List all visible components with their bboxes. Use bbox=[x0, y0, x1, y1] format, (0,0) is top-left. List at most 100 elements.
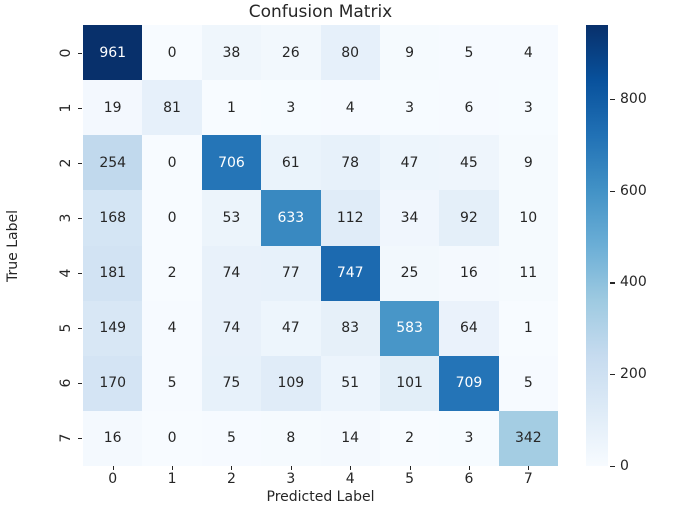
y-tick-mark bbox=[78, 217, 82, 219]
heatmap-cell: 706 bbox=[201, 135, 262, 191]
heatmap-cell: 3 bbox=[498, 80, 558, 136]
heatmap-cell: 0 bbox=[142, 410, 202, 466]
x-tick-label: 4 bbox=[345, 471, 355, 487]
colorbar-tick-label: 400 bbox=[620, 274, 647, 291]
heatmap-cell: 747 bbox=[320, 245, 380, 301]
heatmap-cell: 16 bbox=[83, 410, 143, 466]
heatmap-cell: 4 bbox=[320, 80, 380, 136]
y-tick-label: 1 bbox=[58, 103, 74, 113]
heatmap-cell: 78 bbox=[320, 135, 380, 191]
y-tick-label: 7 bbox=[58, 433, 74, 443]
x-tick-mark bbox=[409, 466, 411, 470]
heatmap-cell: 26 bbox=[261, 25, 321, 81]
heatmap-cell: 0 bbox=[142, 135, 202, 191]
colorbar bbox=[586, 25, 608, 466]
heatmap-cell: 74 bbox=[201, 300, 262, 356]
heatmap-cell: 5 bbox=[201, 410, 262, 466]
heatmap-cell: 83 bbox=[320, 300, 380, 356]
heatmap-cell: 51 bbox=[320, 355, 380, 411]
heatmap-cell: 5 bbox=[498, 355, 558, 411]
y-tick-mark bbox=[78, 438, 82, 440]
colorbar-tick-mark bbox=[610, 190, 615, 192]
colorbar-tick-mark bbox=[610, 98, 615, 101]
heatmap-cell: 47 bbox=[379, 135, 440, 191]
x-tick-mark bbox=[231, 466, 233, 470]
heatmap-cell: 3 bbox=[439, 410, 499, 466]
heatmap-cell: 181 bbox=[83, 245, 143, 301]
y-tick-label: 6 bbox=[58, 378, 74, 388]
heatmap-cell: 149 bbox=[83, 300, 143, 356]
heatmap-cell: 101 bbox=[379, 355, 440, 411]
heatmap-cell: 45 bbox=[439, 135, 499, 191]
x-tick-label: 3 bbox=[286, 471, 296, 487]
heatmap-cell: 25 bbox=[379, 245, 440, 301]
heatmap-cell: 9 bbox=[498, 135, 558, 191]
colorbar-tick-label: 200 bbox=[620, 366, 647, 383]
y-tick-label: 4 bbox=[58, 268, 74, 278]
heatmap-cell: 342 bbox=[498, 410, 558, 466]
y-tick-mark bbox=[78, 328, 82, 330]
y-tick-label: 0 bbox=[58, 48, 74, 58]
x-axis-label: Predicted Label bbox=[266, 489, 375, 505]
heatmap-cell: 5 bbox=[439, 25, 499, 81]
colorbar-tick-label: 800 bbox=[620, 90, 647, 107]
heatmap-cell: 961 bbox=[83, 25, 143, 81]
heatmap-grid: 961 0 38 26 80 9 5 4 19 81 1 3 4 3 6 3 254 0 706 61 78 47 45 9 1… bbox=[83, 25, 558, 466]
colorbar-tick-mark bbox=[610, 466, 615, 468]
y-tick-mark bbox=[78, 383, 82, 385]
x-tick-label: 1 bbox=[167, 471, 177, 487]
heatmap-cell: 254 bbox=[83, 135, 143, 191]
heatmap-cell: 16 bbox=[439, 245, 499, 301]
colorbar-tick-label: 0 bbox=[620, 458, 629, 474]
heatmap-cell: 61 bbox=[261, 135, 321, 191]
heatmap-cell: 4 bbox=[142, 300, 202, 356]
heatmap-cell: 34 bbox=[379, 190, 440, 246]
heatmap-cell: 80 bbox=[320, 25, 380, 81]
heatmap-cell: 8 bbox=[261, 410, 321, 466]
colorbar-tick-mark bbox=[610, 282, 615, 284]
heatmap-cell: 112 bbox=[320, 190, 380, 246]
heatmap-cell: 170 bbox=[83, 355, 143, 411]
heatmap-cell: 168 bbox=[83, 190, 143, 246]
heatmap-cell: 1 bbox=[498, 300, 558, 356]
x-tick-label: 6 bbox=[464, 471, 474, 487]
heatmap-cell: 75 bbox=[201, 355, 262, 411]
heatmap-cell: 64 bbox=[439, 300, 499, 356]
heatmap-cell: 4 bbox=[498, 25, 558, 81]
y-tick-label: 2 bbox=[58, 158, 74, 168]
x-tick-mark bbox=[172, 466, 174, 470]
heatmap-cell: 0 bbox=[142, 25, 202, 81]
heatmap-cell: 0 bbox=[142, 190, 202, 246]
heatmap-cell: 6 bbox=[439, 80, 499, 136]
y-axis-label: True Label bbox=[5, 210, 21, 282]
x-tick-label: 5 bbox=[405, 471, 415, 487]
heatmap-cell: 81 bbox=[142, 80, 202, 136]
heatmap-cell: 77 bbox=[261, 245, 321, 301]
x-tick-label: 2 bbox=[226, 471, 236, 487]
heatmap-cell: 709 bbox=[439, 355, 499, 411]
heatmap-cell: 14 bbox=[320, 410, 380, 466]
heatmap-cell: 5 bbox=[142, 355, 202, 411]
heatmap-cell: 11 bbox=[498, 245, 558, 301]
heatmap-cell: 92 bbox=[439, 190, 499, 246]
heatmap-cell: 1 bbox=[201, 80, 262, 136]
heatmap-cell: 19 bbox=[83, 80, 143, 136]
colorbar-tick-mark bbox=[610, 374, 615, 376]
heatmap-cell: 53 bbox=[201, 190, 262, 246]
heatmap-cell: 109 bbox=[261, 355, 321, 411]
y-tick-label: 5 bbox=[58, 323, 74, 333]
heatmap-cell: 3 bbox=[261, 80, 321, 136]
heatmap-cell: 2 bbox=[142, 245, 202, 301]
x-tick-mark bbox=[468, 466, 470, 470]
heatmap-cell: 74 bbox=[201, 245, 262, 301]
heatmap-cell: 583 bbox=[379, 300, 440, 356]
x-tick-label: 0 bbox=[108, 471, 118, 487]
y-tick-label: 3 bbox=[58, 213, 74, 223]
heatmap-cell: 47 bbox=[261, 300, 321, 356]
x-tick-mark bbox=[350, 466, 352, 470]
heatmap-cell: 9 bbox=[379, 25, 440, 81]
y-tick-mark bbox=[78, 273, 82, 275]
colorbar-tick-label: 600 bbox=[620, 182, 647, 199]
heatmap-cell: 38 bbox=[201, 25, 262, 81]
